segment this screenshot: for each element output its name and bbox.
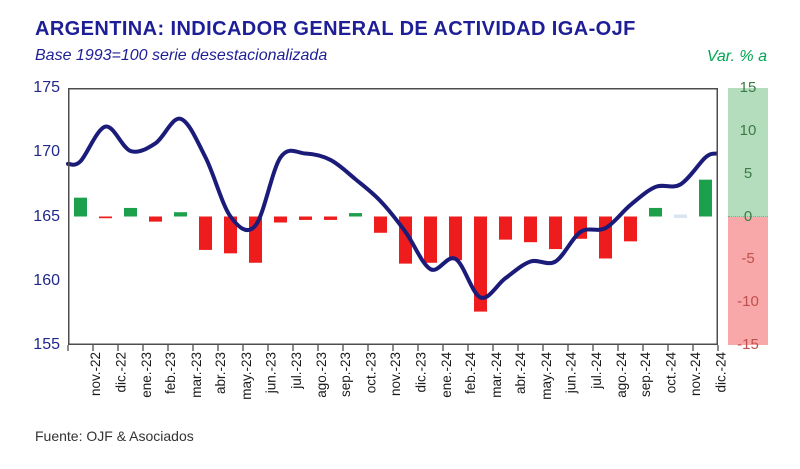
- var-bar: [74, 197, 87, 217]
- x-axis-label: abr.-23: [213, 352, 229, 395]
- right-axis-zero-divider: [728, 215, 768, 217]
- var-bar: [99, 216, 112, 219]
- plot-area: [66, 88, 719, 351]
- x-axis-label: nov.-23: [388, 352, 404, 397]
- x-axis-label: feb.-23: [163, 352, 179, 395]
- right-axis-tick-label: -5: [741, 250, 755, 268]
- x-axis-label: nov.-22: [88, 352, 104, 397]
- x-axis-label: may.-23: [238, 352, 254, 400]
- right-axis-negative-band: [728, 216, 768, 345]
- left-axis-tick-label: 170: [33, 143, 60, 161]
- var-bar: [349, 213, 362, 217]
- x-axis-label: oct.-24: [663, 352, 679, 394]
- source-note: Fuente: OJF & Asociados: [35, 428, 194, 444]
- var-bar: [149, 216, 162, 222]
- combo-chart-canvas: [66, 88, 719, 351]
- x-axis-label: ene.-23: [138, 352, 154, 398]
- var-bar: [624, 216, 637, 242]
- right-axis-tick-label: -10: [737, 293, 759, 311]
- x-axis-label: abr.-24: [513, 352, 529, 395]
- var-bar: [199, 216, 212, 250]
- x-axis-label: nov.-24: [688, 352, 704, 397]
- x-axis-label: mar.-24: [488, 352, 504, 398]
- x-axis-label: jul.-23: [288, 352, 304, 389]
- var-bar: [224, 216, 237, 254]
- var-bar: [549, 216, 562, 250]
- var-bar: [324, 216, 337, 220]
- x-axis-label: oct.-23: [363, 352, 379, 394]
- x-axis-label: dic.-24: [713, 352, 729, 393]
- var-bar: [374, 216, 387, 233]
- var-bar: [649, 207, 662, 217]
- left-axis-tick-label: 175: [33, 79, 60, 96]
- var-bar: [674, 214, 687, 218]
- iga-level-line: [66, 116, 718, 300]
- right-axis-tick-label: 5: [743, 164, 753, 182]
- x-axis-label: ago.-23: [313, 352, 329, 398]
- left-axis-tick-label: 155: [33, 336, 60, 353]
- x-axis-label: ago.-24: [613, 352, 629, 398]
- right-axis-positive-band: [728, 88, 768, 217]
- var-bar: [124, 207, 137, 217]
- x-axis-label: dic.-22: [113, 352, 129, 393]
- x-axis-label: ene.-24: [438, 352, 454, 398]
- var-bar: [424, 216, 437, 263]
- chart-subtitle: Base 1993=100 serie desestacionalizada: [35, 47, 328, 64]
- var-bar: [499, 216, 512, 240]
- right-axis-strip: 15 10 5 0 -5 -10 -15: [728, 80, 768, 353]
- right-axis-tick-label: -15: [737, 336, 759, 353]
- x-axis-label: dic.-23: [413, 352, 429, 393]
- x-axis-label: jun.-23: [263, 352, 279, 394]
- x-axis-label: mar.-23: [188, 352, 204, 398]
- left-axis-tick-label: 165: [33, 207, 60, 225]
- right-axis-tick-label: 10: [739, 121, 757, 139]
- x-axis-label: feb.-24: [463, 352, 479, 395]
- right-axis-tick-label: 15: [739, 79, 757, 96]
- var-bar: [474, 216, 487, 312]
- var-bar: [174, 212, 187, 217]
- var-bar: [449, 216, 462, 261]
- var-bar: [274, 216, 287, 223]
- x-axis-label: sep.-23: [338, 352, 354, 398]
- x-axis-label: may.-24: [538, 352, 554, 400]
- plot-frame-border: [68, 88, 718, 345]
- var-bar: [524, 216, 537, 243]
- x-axis-label: jul.-24: [588, 352, 604, 389]
- left-axis-tick-label: 160: [33, 271, 60, 289]
- var-bar: [699, 179, 712, 217]
- var-bar: [299, 216, 312, 220]
- x-axis-label: sep.-24: [638, 352, 654, 398]
- x-axis-label: jun.-24: [563, 352, 579, 394]
- right-axis-tick-label: 0: [743, 207, 753, 225]
- right-axis-title: Var. % a: [706, 48, 767, 65]
- chart-title: ARGENTINA: INDICADOR GENERAL DE ACTIVIDA…: [35, 18, 636, 40]
